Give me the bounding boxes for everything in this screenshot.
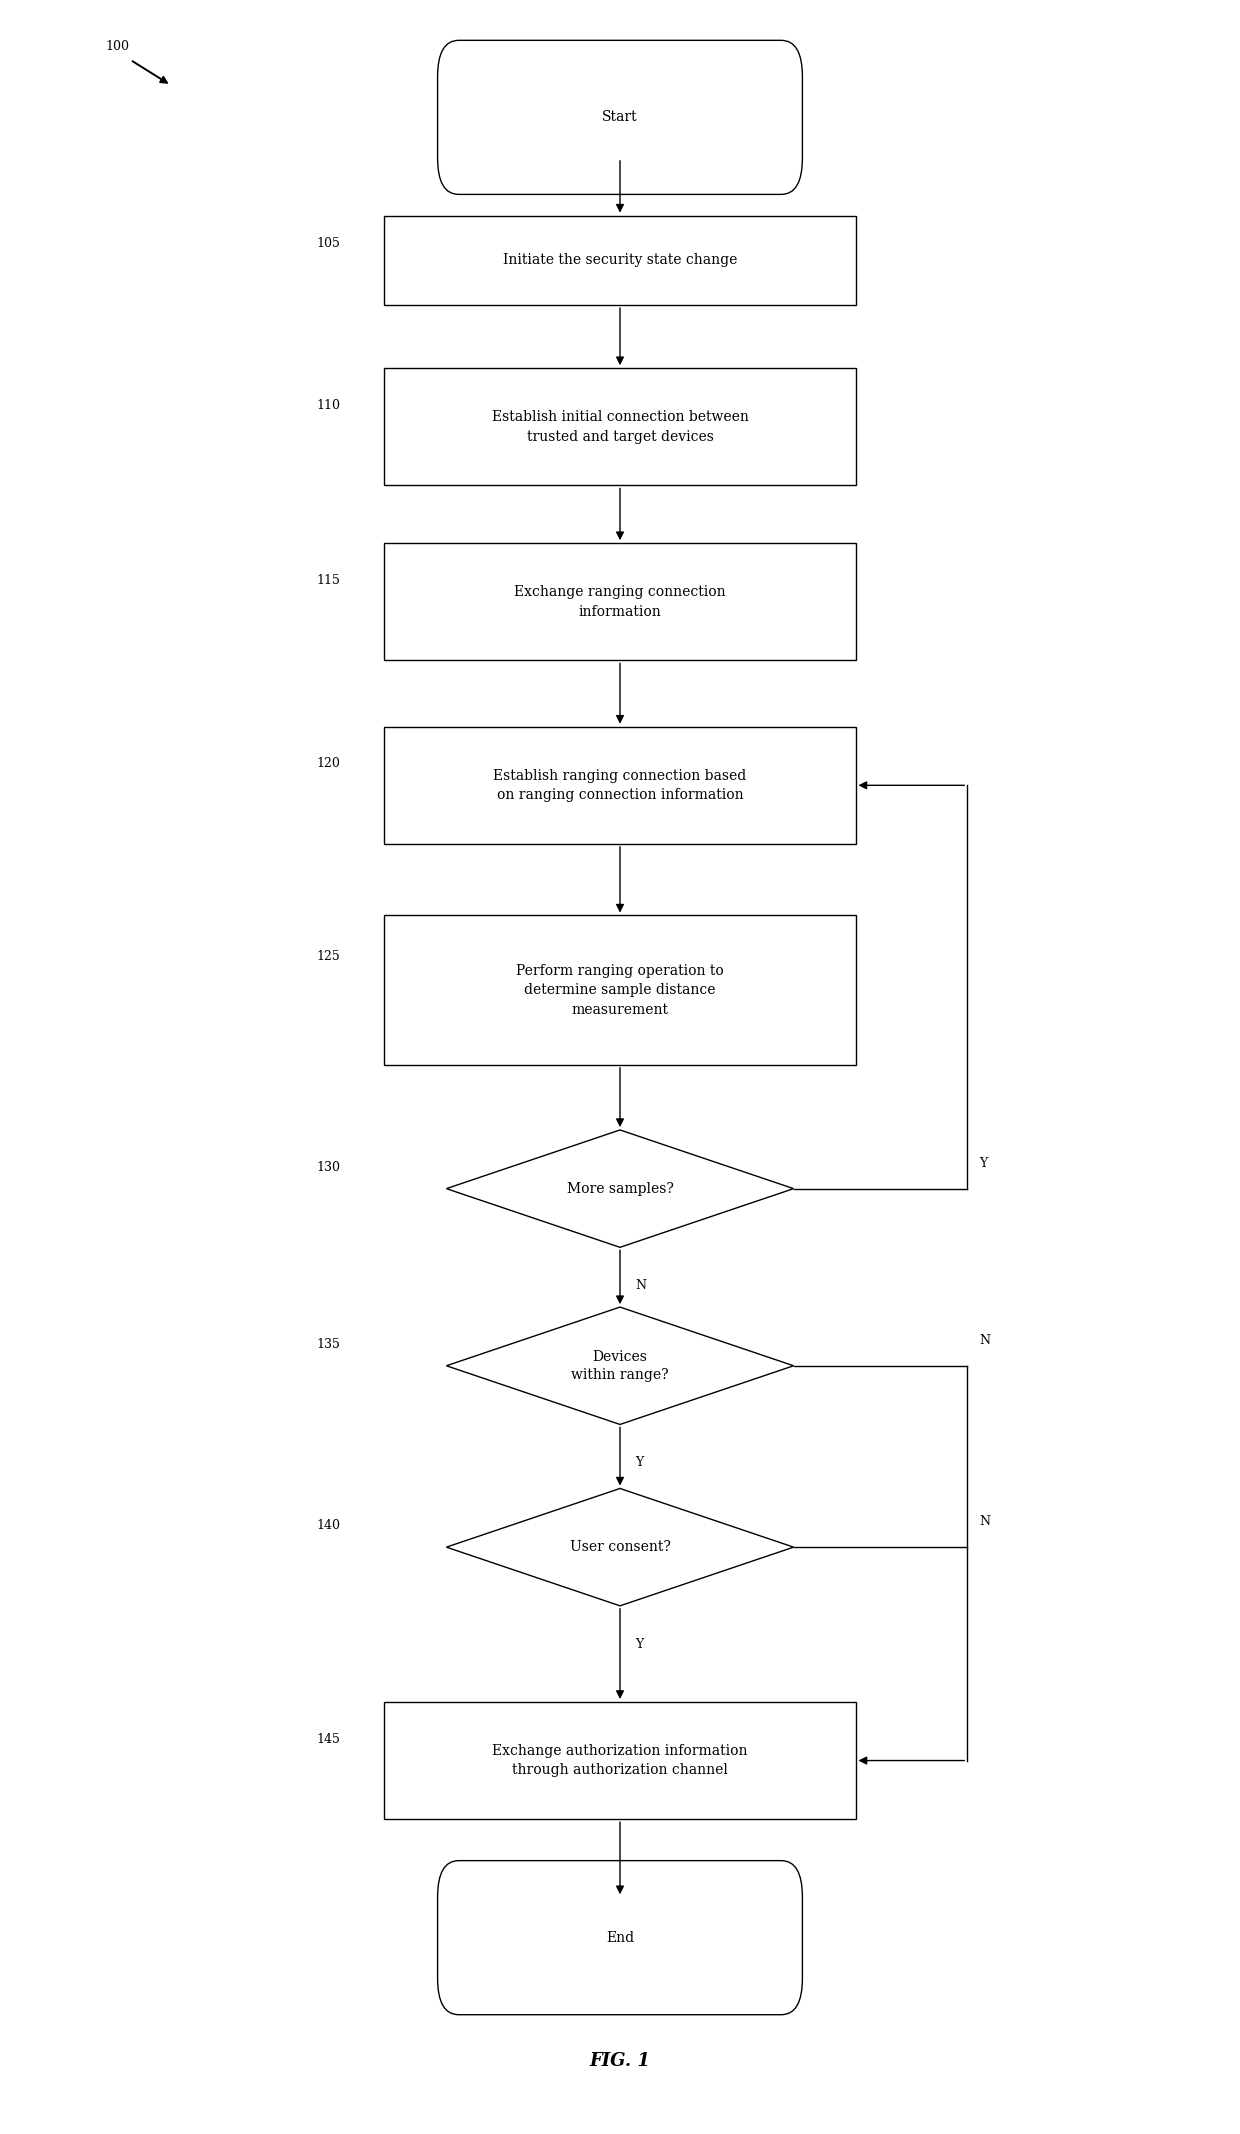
Text: 115: 115 — [316, 574, 340, 587]
Text: Y: Y — [635, 1637, 644, 1652]
Text: Y: Y — [635, 1455, 644, 1470]
Text: Start: Start — [603, 111, 637, 124]
Polygon shape — [446, 1131, 794, 1246]
Bar — [384, 367, 856, 484]
Text: 130: 130 — [316, 1161, 340, 1174]
FancyBboxPatch shape — [438, 41, 802, 194]
Polygon shape — [446, 1490, 794, 1605]
Text: 100: 100 — [105, 41, 129, 53]
Bar — [384, 726, 856, 843]
Text: N: N — [980, 1334, 991, 1347]
Text: N: N — [635, 1278, 646, 1293]
Text: FIG. 1: FIG. 1 — [589, 2053, 651, 2070]
Text: Devices
within range?: Devices within range? — [572, 1349, 668, 1383]
Polygon shape — [446, 1306, 794, 1426]
Bar — [384, 915, 856, 1065]
FancyBboxPatch shape — [438, 1861, 802, 2014]
Text: 140: 140 — [316, 1519, 340, 1532]
Text: Establish ranging connection based
on ranging connection information: Establish ranging connection based on ra… — [494, 768, 746, 802]
Text: 125: 125 — [316, 950, 340, 962]
Text: Establish initial connection between
trusted and target devices: Establish initial connection between tru… — [491, 410, 749, 444]
Text: 135: 135 — [316, 1338, 340, 1351]
Text: Y: Y — [980, 1157, 988, 1169]
Text: Perform ranging operation to
determine sample distance
measurement: Perform ranging operation to determine s… — [516, 965, 724, 1016]
Text: N: N — [980, 1515, 991, 1528]
Text: Exchange ranging connection
information: Exchange ranging connection information — [515, 585, 725, 619]
Text: 120: 120 — [316, 758, 340, 770]
Text: More samples?: More samples? — [567, 1182, 673, 1195]
Text: Initiate the security state change: Initiate the security state change — [502, 254, 738, 267]
Text: 110: 110 — [316, 399, 340, 412]
Bar — [384, 1703, 856, 1818]
Text: 105: 105 — [316, 237, 340, 250]
Text: End: End — [606, 1931, 634, 1944]
Text: 145: 145 — [316, 1733, 340, 1746]
Text: User consent?: User consent? — [569, 1541, 671, 1554]
Bar — [384, 216, 856, 305]
Text: Exchange authorization information
through authorization channel: Exchange authorization information throu… — [492, 1743, 748, 1778]
Bar — [384, 542, 856, 662]
